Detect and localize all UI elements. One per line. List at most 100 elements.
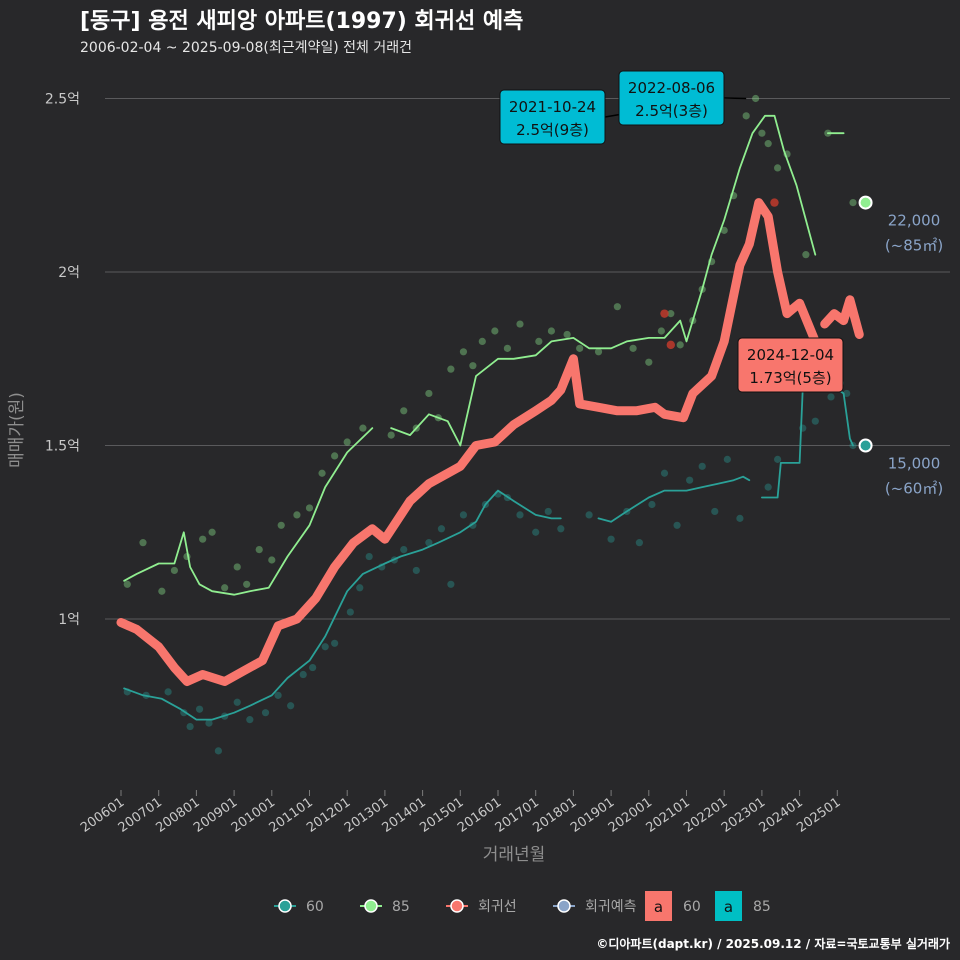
scatter-point-60 [261,709,270,717]
scatter-point-60 [437,525,446,533]
scatter-point-60 [557,525,565,533]
callout-box-2 [737,337,844,393]
scatter-point-85 [491,327,499,335]
scatter-point-60 [660,469,669,477]
scatter-point-85 [516,320,524,328]
scatter-point-85 [233,563,241,571]
scatter-point-60 [195,705,204,713]
scatter-point-60 [356,584,364,592]
scatter-point-85 [359,424,367,432]
scatter-point-60 [673,521,681,529]
scatter-point-85 [277,521,285,529]
highlighted-point [770,198,779,207]
y-tick-label: 1.5억 [45,439,80,455]
forecast-price-label: 22,000 [888,212,941,230]
scatter-point-60 [698,462,706,470]
y-tick-labels: 1억 1.5억 2억 2.5억 [45,92,80,629]
scatter-point-85 [305,504,314,512]
scatter-point-85 [802,251,810,259]
scatter-point-60 [843,389,851,398]
scatter-point-60 [321,643,329,651]
chart-title: [동구] 용전 새피앙 아파트(1997) 회귀선 예측 [80,9,523,34]
scatter-point-60 [648,500,656,509]
callout-box-0 [499,89,606,145]
scatter-point-60 [585,511,593,519]
scatter-point-85 [425,389,433,398]
scatter-point-60 [186,722,194,731]
scatter-point-60 [447,580,455,588]
scatter-point-85 [478,337,486,345]
scatter-point-60 [365,552,373,561]
scatter-point-85 [645,358,653,366]
scatter-point-85 [243,580,251,588]
scatter-point-60 [214,747,222,755]
legend-key-marker [557,899,571,913]
scatter-point-85 [447,365,455,373]
scatter-point-60 [723,455,731,463]
callout-price: 2.5억(9층) [516,121,589,139]
scatter-point-60 [774,455,782,463]
scatter-point-85 [158,587,166,595]
scatter-point-60 [544,507,552,516]
y-tick-label: 2억 [58,265,80,281]
scatter-point-60 [346,608,354,616]
scatter-point-85 [170,566,179,575]
scatter-point-85 [268,556,276,564]
scatter-point-85 [576,344,584,352]
legend-fill-key-letter: a [654,898,663,916]
series-line-60 [597,475,751,523]
scatter-point-85 [469,362,477,370]
scatter-point-60 [274,691,282,699]
callout-date: 2024-12-04 [747,346,834,364]
callout-box-1 [618,70,725,126]
scatter-point-85 [318,469,326,477]
scatter-point-85 [199,535,207,543]
scatter-point-85 [594,348,603,356]
scatter-point-85 [221,584,229,592]
chart-caption: ©디아파트(dapt.kr) / 2025.09.12 / 자료=국토교통부 실… [596,936,950,951]
forecast-area-label: (~85㎡) [885,237,943,255]
scatter-point-85 [849,199,857,207]
scatter-point-60 [686,476,694,484]
x-axis-title: 거래년월 [483,845,546,865]
scatter-point-85 [293,511,301,519]
legend-label-2: 회귀선 [478,899,517,915]
scatter-point-60 [635,539,643,547]
scatter-point-85 [459,348,468,356]
callout-price: 2.5억(3층) [635,102,708,120]
scatter-point-60 [246,716,254,724]
scatter-point-60 [309,663,317,672]
scatter-point-85 [752,94,760,103]
forecast-points: 22,000 (~85㎡) 15,000 (~60㎡) [858,195,943,498]
scatter-point-60 [827,393,835,401]
scatter-point-60 [400,546,408,554]
legend-fill-key-letter: a [724,898,733,916]
callout-date: 2021-10-24 [509,98,596,116]
scatter-point-85 [547,327,556,335]
legend-key-marker [278,899,292,913]
scatter-point-85 [742,112,750,120]
scatter-point-85 [139,539,147,547]
scatter-point-60 [425,539,433,547]
legend-fill-key-1 [715,891,742,921]
scatter-point-85 [123,580,131,588]
scatter-point-60 [164,688,172,696]
scatter-point-85 [503,344,512,352]
legend-label-0: 60 [306,899,324,915]
callout-leader [723,97,747,100]
legend-label-3: 회귀예측 [585,899,637,915]
highlighted-point [666,340,675,350]
highlighted-point [660,309,669,318]
scatter-point-85 [676,341,684,349]
scatter-point-60 [233,698,241,706]
scatter-point-60 [607,535,615,543]
scatter-point-60 [412,566,420,575]
callout-price: 1.73억(5층) [749,369,831,387]
series-lines [116,114,864,721]
forecast-price-label: 15,000 [888,455,941,473]
series-line-85 [123,427,374,596]
legend-fill-label-0: 60 [683,899,701,915]
y-tick-label: 1억 [58,612,80,628]
series-line-회귀선 [820,295,864,339]
